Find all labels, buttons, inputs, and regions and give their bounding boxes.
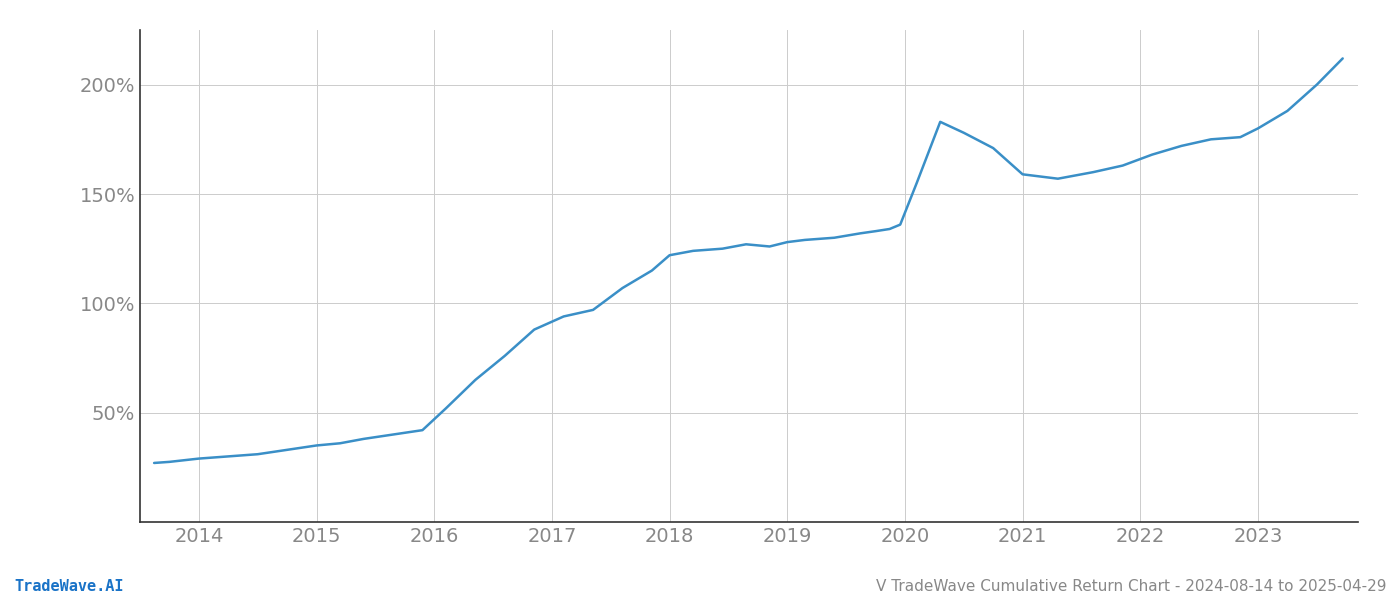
Text: V TradeWave Cumulative Return Chart - 2024-08-14 to 2025-04-29: V TradeWave Cumulative Return Chart - 20… xyxy=(875,579,1386,594)
Text: TradeWave.AI: TradeWave.AI xyxy=(14,579,123,594)
